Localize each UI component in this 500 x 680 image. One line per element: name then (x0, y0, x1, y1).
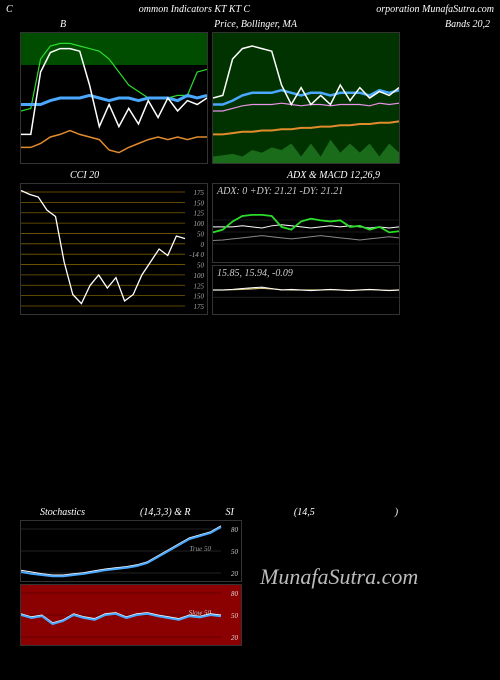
svg-text:50: 50 (231, 612, 239, 620)
svg-text:80: 80 (231, 590, 239, 598)
panel-adx-macd-group: ADX: 0 +DY: 21.21 -DY: 21.21 15.85, 15.9… (212, 183, 398, 315)
svg-text:50: 50 (197, 262, 205, 270)
svg-text:80: 80 (231, 526, 239, 534)
row1 (0, 32, 500, 164)
svg-text:0: 0 (201, 241, 205, 249)
header-right: orporation MunafaSutra.com (376, 4, 494, 15)
row3: 805020True 50 805020Slow 50 (0, 520, 500, 646)
svg-text:True 50: True 50 (189, 545, 211, 553)
panel-price (212, 32, 400, 164)
svg-text:50: 50 (197, 230, 205, 238)
panel-macd: 15.85, 15.94, -0.09 (212, 265, 400, 315)
macd-label: 15.85, 15.94, -0.09 (217, 268, 293, 279)
title-price: Price, Bollinger, MA (214, 19, 297, 30)
svg-text:20: 20 (231, 570, 239, 578)
panel-b (20, 32, 208, 164)
title-bands: Bands 20,2 (445, 19, 490, 30)
chart-cci: 175 150 125 100 50 0 -14 0 50 100 125 150 175 (21, 184, 207, 314)
svg-text:100: 100 (194, 272, 205, 280)
svg-text:100: 100 (194, 220, 205, 228)
svg-text:20: 20 (231, 634, 239, 642)
svg-text:125: 125 (194, 210, 205, 218)
title-adx: ADX & MACD 12,26,9 (287, 170, 380, 181)
row1-titles: B Price, Bollinger, MA Bands 20,2 (0, 17, 500, 32)
panel-adx: ADX: 0 +DY: 21.21 -DY: 21.21 (212, 183, 400, 263)
panel-cci: 175 150 125 100 50 0 -14 0 50 100 125 150 175 (20, 183, 208, 315)
svg-text:150: 150 (194, 199, 205, 207)
panel-rsi: 805020Slow 50 (20, 584, 242, 646)
panel-stoch: 80 50 20 True 50 (20, 520, 242, 582)
svg-text:150: 150 (194, 293, 205, 301)
svg-text:50: 50 (231, 548, 239, 556)
title-b: B (60, 19, 66, 30)
svg-text:125: 125 (194, 282, 205, 290)
title-cci: CCI 20 (70, 170, 99, 181)
svg-text:175: 175 (194, 189, 205, 197)
chart-price (213, 33, 399, 163)
header-center: ommon Indicators KT KT C (139, 4, 250, 15)
chart-b (21, 33, 207, 163)
adx-label: ADX: 0 +DY: 21.21 -DY: 21.21 (217, 186, 343, 197)
header-left: C (6, 4, 13, 15)
svg-text:-14 0: -14 0 (189, 251, 204, 259)
header: C ommon Indicators KT KT C orporation Mu… (0, 0, 500, 17)
svg-text:175: 175 (194, 303, 205, 311)
row2-titles: CCI 20 ADX & MACD 12,26,9 (0, 168, 500, 183)
row3-title: Stochastics (14,3,3) & R SI (14,5 ) (0, 505, 500, 520)
chart-rsi: 805020Slow 50 (21, 585, 241, 645)
chart-stoch: 80 50 20 True 50 (21, 521, 241, 581)
row2: 175 150 125 100 50 0 -14 0 50 100 125 150 175 ADX: … (0, 183, 500, 315)
